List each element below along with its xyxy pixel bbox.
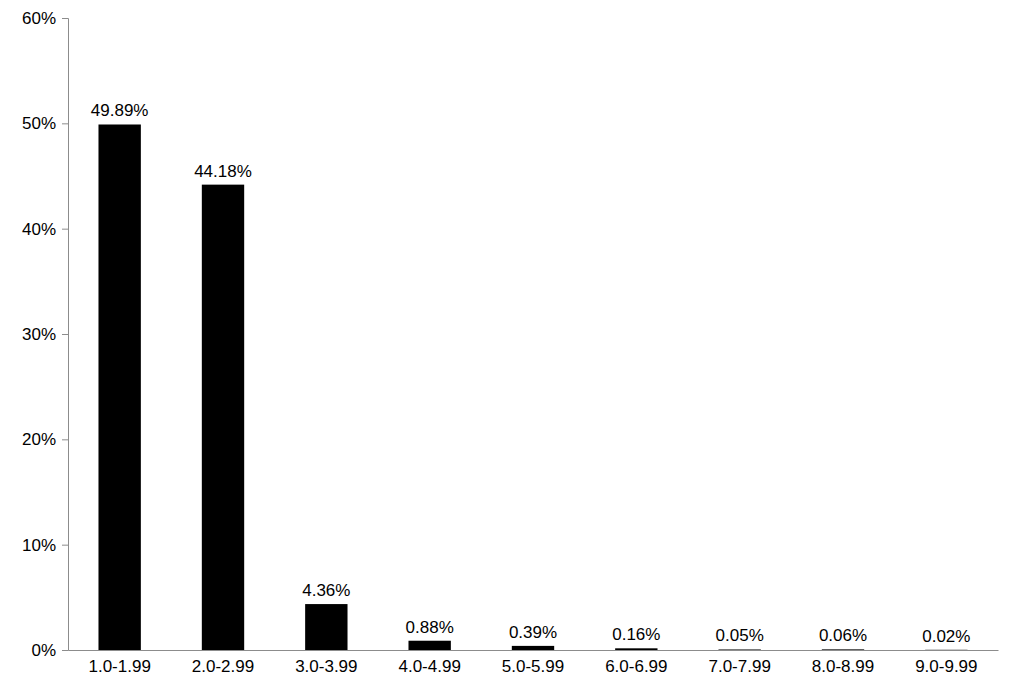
x-tick-label: 6.0-6.99 bbox=[605, 657, 667, 676]
y-tick: 60% bbox=[22, 9, 68, 28]
bar bbox=[822, 649, 864, 650]
x-tick-label: 2.0-2.99 bbox=[192, 657, 254, 676]
y-tick-label: 30% bbox=[22, 325, 56, 344]
x-tick-label: 3.0-3.99 bbox=[295, 657, 357, 676]
x-tick: 3.0-3.99 bbox=[295, 650, 357, 676]
data-label: 4.36% bbox=[302, 581, 350, 600]
bar bbox=[305, 604, 347, 650]
bar bbox=[202, 185, 244, 650]
x-tick: 1.0-1.99 bbox=[88, 650, 150, 676]
data-label: 0.02% bbox=[922, 627, 970, 646]
x-tick: 2.0-2.99 bbox=[192, 650, 254, 676]
plot: 0% 10% 20% 30% 40% 50% 60% 1.0-1.99 2.0-2.99 3.0-… bbox=[22, 9, 999, 676]
y-tick-label: 40% bbox=[22, 220, 56, 239]
y-tick-mark bbox=[62, 229, 68, 230]
x-tick-label: 1.0-1.99 bbox=[88, 657, 150, 676]
y-tick: 50% bbox=[22, 114, 68, 133]
x-tick-label: 4.0-4.99 bbox=[398, 657, 460, 676]
data-label: 0.16% bbox=[612, 625, 660, 644]
data-labels: 49.89% 44.18% 4.36% 0.88% 0.39% 0.16% 0.05% 0.0… bbox=[91, 101, 971, 645]
bars bbox=[98, 124, 967, 650]
y-tick-mark bbox=[62, 545, 68, 546]
data-label: 49.89% bbox=[91, 101, 149, 120]
x-axis-line bbox=[69, 650, 999, 651]
x-axis: 1.0-1.99 2.0-2.99 3.0-3.99 4.0-4.99 5.0-5.99… bbox=[69, 650, 999, 676]
y-tick-mark bbox=[62, 439, 68, 440]
x-tick: 4.0-4.99 bbox=[398, 650, 460, 676]
x-tick: 8.0-8.99 bbox=[812, 650, 874, 676]
x-tick-label: 5.0-5.99 bbox=[502, 657, 564, 676]
x-tick: 9.0-9.99 bbox=[915, 650, 977, 676]
bar bbox=[925, 649, 967, 650]
bar bbox=[615, 648, 657, 650]
y-tick: 40% bbox=[22, 220, 68, 239]
y-tick-mark bbox=[62, 334, 68, 335]
data-label: 0.88% bbox=[406, 618, 454, 637]
y-tick-label: 0% bbox=[31, 641, 56, 660]
x-tick-label: 8.0-8.99 bbox=[812, 657, 874, 676]
bar bbox=[98, 124, 140, 650]
y-tick: 10% bbox=[22, 536, 68, 555]
y-tick-label: 10% bbox=[22, 536, 56, 555]
data-label: 0.05% bbox=[716, 626, 764, 645]
y-tick-label: 20% bbox=[22, 430, 56, 449]
x-tick: 5.0-5.99 bbox=[502, 650, 564, 676]
data-label: 0.06% bbox=[819, 626, 867, 645]
y-tick-label: 60% bbox=[22, 9, 56, 28]
y-tick-mark bbox=[62, 650, 68, 651]
x-tick-label: 7.0-7.99 bbox=[708, 657, 770, 676]
data-label: 44.18% bbox=[194, 162, 252, 181]
bar bbox=[718, 649, 760, 650]
bar bbox=[512, 646, 554, 650]
y-tick: 30% bbox=[22, 325, 68, 344]
y-tick-label: 50% bbox=[22, 114, 56, 133]
y-axis-line bbox=[62, 19, 69, 651]
x-tick: 7.0-7.99 bbox=[708, 650, 770, 676]
chart: 0% 10% 20% 30% 40% 50% 60% 1.0-1.99 2.0-2.99 3.0-… bbox=[0, 0, 1024, 694]
data-label: 0.39% bbox=[509, 623, 557, 642]
x-tick: 6.0-6.99 bbox=[605, 650, 667, 676]
y-tick-mark bbox=[62, 123, 68, 124]
y-tick: 0% bbox=[31, 641, 68, 660]
y-tick: 20% bbox=[22, 430, 68, 449]
y-tick-mark bbox=[62, 18, 68, 19]
y-axis: 0% 10% 20% 30% 40% 50% 60% bbox=[22, 9, 69, 660]
x-tick-label: 9.0-9.99 bbox=[915, 657, 977, 676]
bar bbox=[408, 641, 450, 650]
